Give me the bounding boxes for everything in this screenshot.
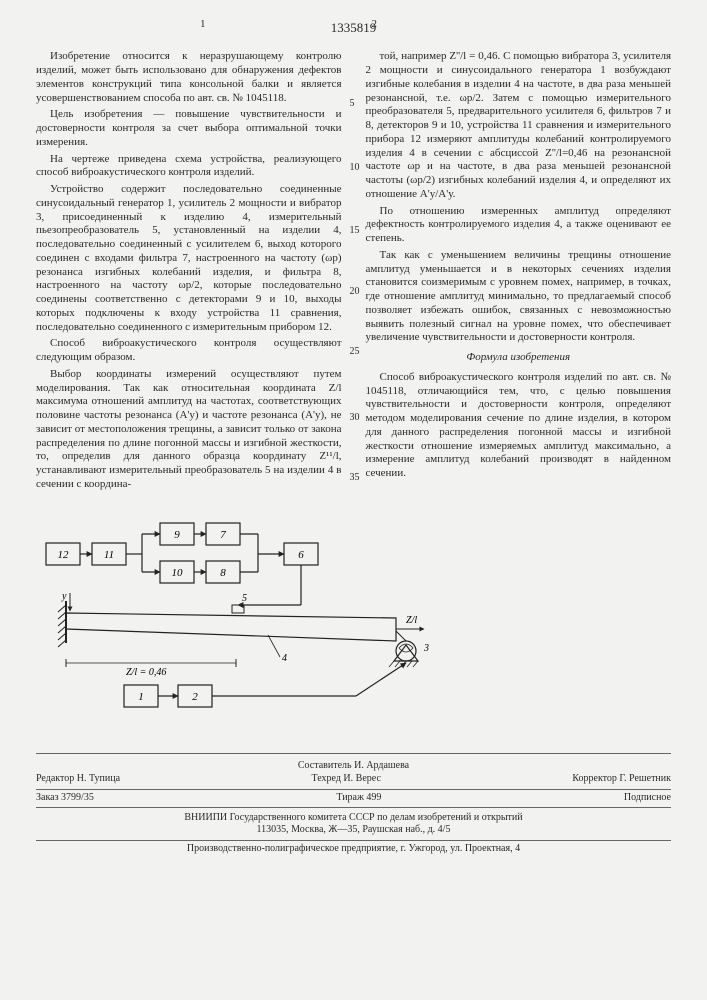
order-line: Заказ 3799/35 Тираж 499 Подписное <box>36 789 671 808</box>
para: Цель изобретения — повышение чувствитель… <box>36 108 342 149</box>
subscribed: Подписное <box>624 792 671 805</box>
editor: Редактор Н. Тупица <box>36 773 120 786</box>
svg-text:Z/l: Z/l <box>406 615 417 626</box>
patent-number: 1335819 <box>36 20 671 36</box>
para: Способ виброакустического контроля осуще… <box>36 337 342 365</box>
svg-text:4: 4 <box>282 653 287 664</box>
column-number-1: 1 <box>200 18 206 32</box>
para: Изобретение относится к неразрушающему к… <box>36 50 342 105</box>
svg-text:10: 10 <box>172 567 184 579</box>
svg-text:y: y <box>61 591 67 602</box>
line-number: 20 <box>350 286 360 299</box>
print-house: Производственно-полиграфическое предприя… <box>36 840 671 856</box>
svg-text:Z/l = 0,46: Z/l = 0,46 <box>126 667 166 678</box>
para: Способ виброакустического контроля издел… <box>366 371 672 481</box>
para: Устройство содержит последовательно соед… <box>36 183 342 334</box>
para: На чертеже приведена схема устройства, р… <box>36 153 342 181</box>
svg-text:6: 6 <box>298 549 304 561</box>
line-number: 25 <box>350 346 360 359</box>
para: Выбор координаты измерений осуществляют … <box>36 368 342 492</box>
order: Заказ 3799/35 <box>36 792 94 805</box>
svg-text:7: 7 <box>220 529 226 541</box>
para: По отношению измеренных амплитуд определ… <box>366 205 672 246</box>
column-number-2: 2 <box>372 18 378 32</box>
vniipi: ВНИИПИ Государственного комитета СССР по… <box>36 812 671 825</box>
svg-text:9: 9 <box>174 529 180 541</box>
line-number: 30 <box>350 412 360 425</box>
techred: Техред И. Верес <box>312 773 381 786</box>
right-column: 5 10 15 20 25 30 35 той, например Z''/l … <box>366 50 672 494</box>
credits-row: Редактор Н. Тупица Техред И. Верес Корре… <box>36 773 671 786</box>
svg-text:8: 8 <box>220 567 226 579</box>
line-number: 35 <box>350 472 360 485</box>
line-number: 5 <box>350 98 355 111</box>
svg-text:1: 1 <box>138 691 144 703</box>
tirage: Тираж 499 <box>336 792 381 805</box>
text-columns: Изобретение относится к неразрушающему к… <box>36 50 671 494</box>
line-number: 10 <box>350 162 360 175</box>
compiler: Составитель И. Ардашева <box>36 760 671 773</box>
svg-text:3: 3 <box>423 643 429 654</box>
left-column: Изобретение относится к неразрушающему к… <box>36 50 342 494</box>
para: Так как с уменьшением величины трещины о… <box>366 249 672 345</box>
para: той, например Z''/l = 0,46. С помощью ви… <box>366 50 672 201</box>
address: 113035, Москва, Ж—35, Раушская наб., д. … <box>36 824 671 837</box>
formula-title: Формула изобретения <box>366 351 672 365</box>
block-diagram: 121197108612y54Z/l3Z/l = 0,46 <box>36 513 456 723</box>
line-number: 15 <box>350 225 360 238</box>
svg-text:11: 11 <box>104 549 114 561</box>
corrector: Корректор Г. Решетник <box>572 773 671 786</box>
footer: Составитель И. Ардашева Редактор Н. Тупи… <box>36 753 671 855</box>
svg-text:5: 5 <box>242 593 247 604</box>
svg-text:2: 2 <box>192 691 198 703</box>
svg-text:12: 12 <box>58 549 70 561</box>
page: 1 1335819 2 Изобретение относится к нера… <box>0 0 707 865</box>
